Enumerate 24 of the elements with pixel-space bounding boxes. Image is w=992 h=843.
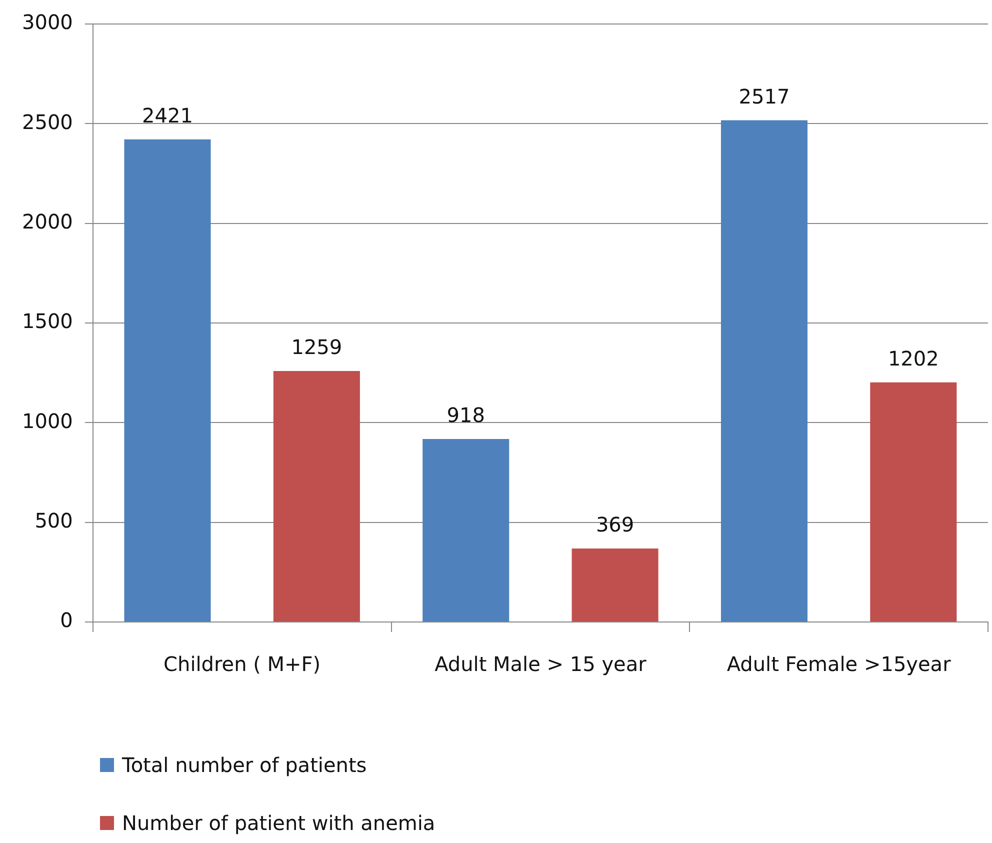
bar — [720, 120, 808, 622]
y-tick-label: 1500 — [22, 309, 73, 334]
data-label: 1259 — [291, 335, 342, 360]
bar — [124, 139, 211, 622]
data-label: 369 — [596, 512, 634, 537]
x-tick-label: Children ( M+F) — [164, 652, 321, 676]
bar — [273, 371, 360, 622]
y-tick-label: 2500 — [22, 110, 73, 134]
data-label: 2421 — [142, 104, 193, 128]
y-tick-label: 0 — [60, 608, 73, 632]
data-label: 1202 — [888, 346, 939, 371]
x-tick-label: Adult Male > 15 year — [434, 652, 648, 676]
legend-label: Total number of patients — [122, 753, 367, 777]
bar — [422, 439, 510, 622]
y-tick-label: 3000 — [22, 10, 73, 34]
data-label: 918 — [446, 403, 485, 428]
bar — [870, 382, 957, 622]
data-label: 2517 — [738, 84, 790, 108]
legend-label: Number of patient with anemia — [122, 811, 436, 835]
y-tick-label: 500 — [34, 508, 73, 533]
y-tick-label: 1000 — [22, 408, 73, 433]
y-tick-label: 2000 — [22, 210, 73, 234]
x-tick-label: Adult Female >15year — [726, 652, 952, 676]
bar — [572, 548, 658, 622]
